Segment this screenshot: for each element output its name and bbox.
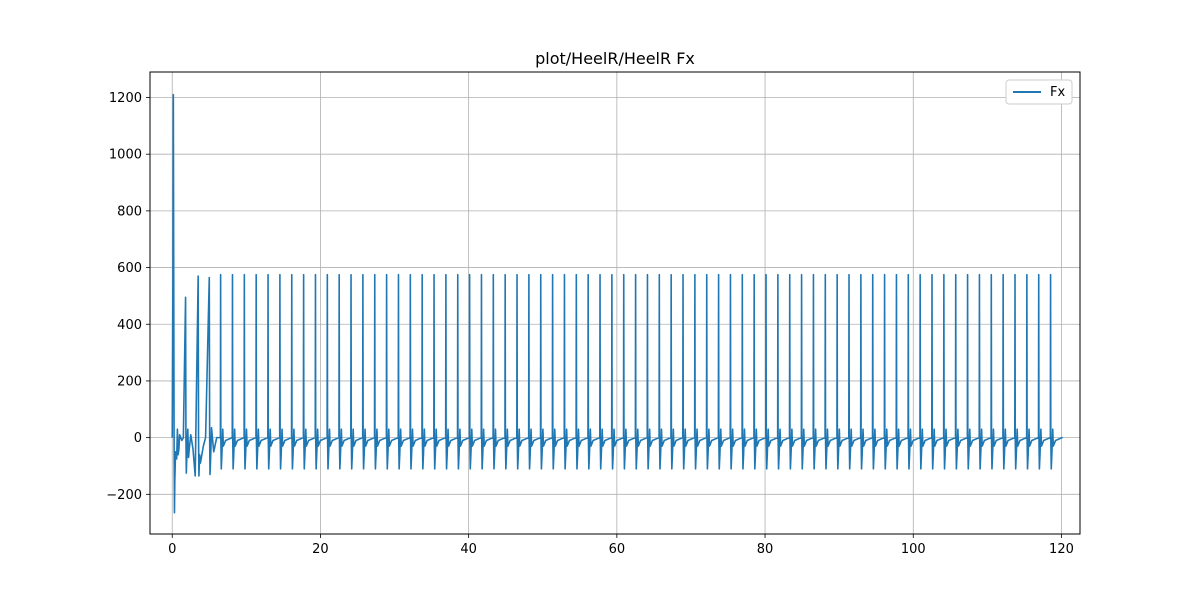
- tick-layer: 0 20 40 60 80 100 120 −200 0 200 400 600 800 1000 1200: [106, 91, 1074, 557]
- y-tick-label: 600: [117, 261, 142, 276]
- series-layer: [171, 93, 1063, 514]
- x-tick-label: 80: [757, 542, 774, 557]
- y-tick-label: 0: [134, 431, 142, 446]
- plot-frame: [149, 71, 1081, 535]
- y-tick-label: −200: [106, 488, 142, 503]
- y-tick-label: 1200: [109, 91, 142, 106]
- x-tick-label: 20: [312, 542, 329, 557]
- x-tick-label: 40: [460, 542, 477, 557]
- chart-title: plot/HeelR/HeelR Fx: [535, 49, 695, 68]
- y-tick-label: 1000: [109, 148, 142, 163]
- y-tick-label: 800: [117, 204, 142, 219]
- legend-label-fx: Fx: [1050, 85, 1065, 100]
- y-tick-label: 400: [117, 318, 142, 333]
- x-tick-label: 60: [609, 542, 626, 557]
- x-tick-label: 100: [901, 542, 926, 557]
- x-tick-label: 0: [168, 542, 176, 557]
- series-line-fx: [171, 93, 1063, 514]
- y-tick-label: 200: [117, 374, 142, 389]
- x-tick-label: 120: [1049, 542, 1074, 557]
- legend: Fx: [1005, 79, 1073, 105]
